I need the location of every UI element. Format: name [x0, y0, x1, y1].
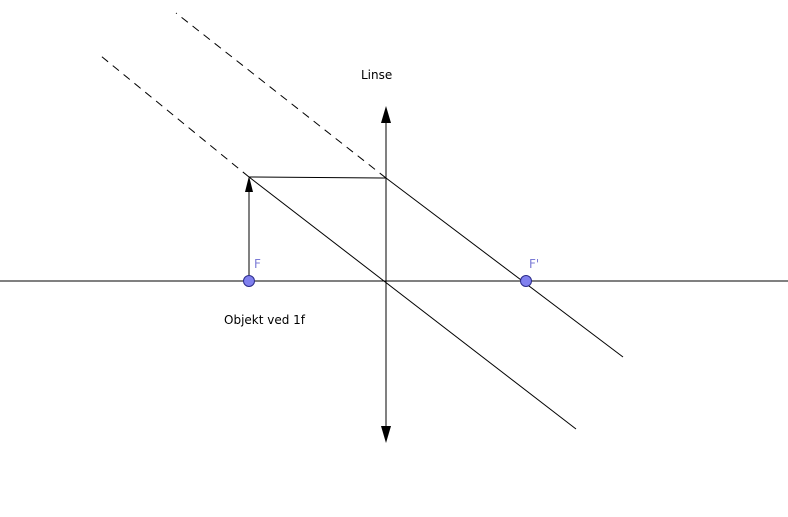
object-label: Objekt ved 1f [224, 313, 306, 327]
ray-refracted-through-f-prime [385, 177, 624, 358]
lens-label: Linse [361, 68, 392, 82]
ray-through-center [248, 176, 577, 430]
dashed-extension-upper [175, 12, 387, 179]
dashed-extension-lower [100, 55, 250, 178]
object-arrow-head-icon [245, 176, 253, 192]
lens-bottom-arrow-icon [381, 426, 391, 443]
focal-left-label: F [254, 257, 261, 271]
focal-point-right [520, 275, 532, 287]
lens-top-arrow-icon [381, 106, 391, 123]
focal-point-left [243, 275, 255, 287]
focal-right-label: F' [529, 257, 539, 271]
ray-parallel [248, 176, 387, 179]
